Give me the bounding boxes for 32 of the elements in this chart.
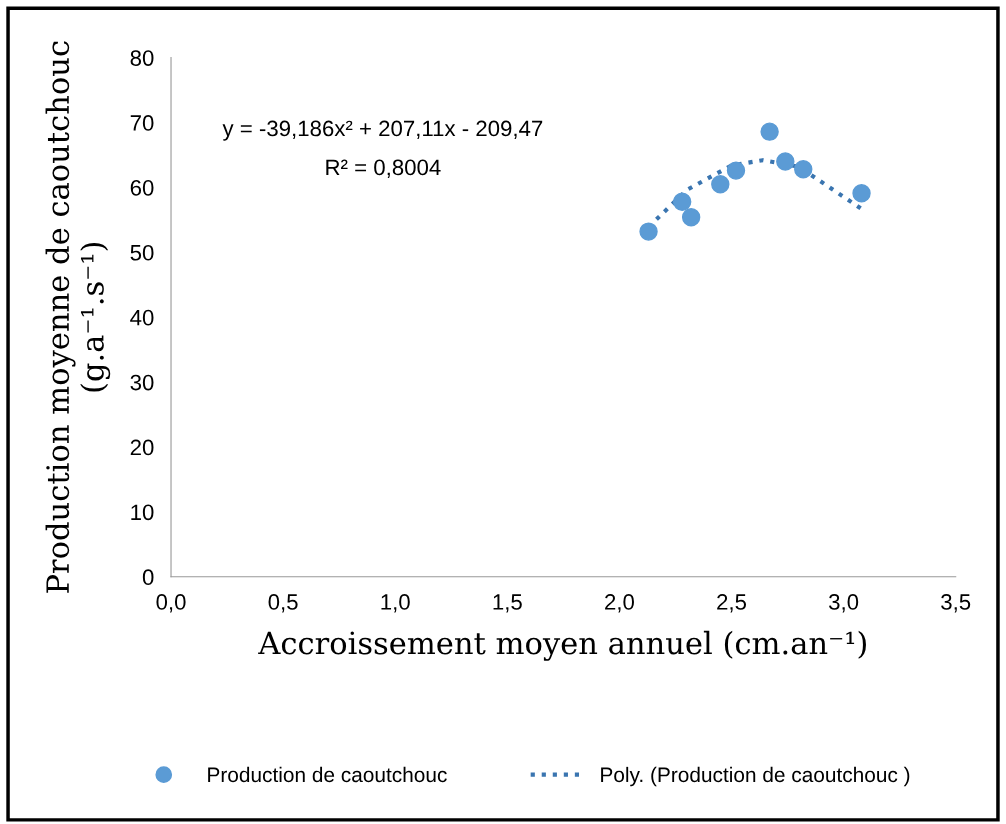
x-tick-label: 3,0: [829, 594, 859, 613]
x-tick-label: 1,0: [381, 594, 410, 613]
x-axis-title: Accroissement moyen annuel (cm.an⁻¹): [258, 630, 866, 661]
point: [852, 184, 871, 203]
legend-label: Poly. (Production de caoutchouc ): [601, 766, 910, 787]
annotation: y = -39,186x² + 207,11x - 209,47: [222, 120, 543, 141]
point: [760, 122, 779, 141]
point: [681, 208, 701, 227]
x-tick-label: 1,5: [493, 594, 522, 613]
annotation: R² = 0,8004: [326, 159, 441, 178]
y-tick-label: 30: [130, 374, 154, 391]
y-tick-label: 70: [130, 115, 154, 131]
point: [711, 175, 730, 194]
y-tick-label: 40: [130, 309, 154, 326]
y-tick-label: 60: [130, 179, 154, 196]
y-tick-label: 50: [130, 244, 154, 261]
point: [776, 152, 795, 171]
y-tick-label: 80: [130, 50, 154, 66]
x-tick-label: 2,0: [605, 594, 634, 613]
legend-label: Production de caoutchouc: [208, 766, 447, 783]
point: [794, 160, 813, 179]
x-tick-label: 0,5: [268, 594, 298, 613]
point: [639, 222, 658, 241]
y-tick-label: 0: [142, 569, 154, 586]
y-axis-title: Production moyenne de caoutchouc (g.a⁻¹.s⁻¹): [45, 41, 111, 593]
y-tick-label: 10: [131, 504, 154, 521]
point: [726, 161, 746, 180]
y-tick-label: 20: [130, 439, 154, 456]
x-tick-label: 2,5: [717, 594, 747, 613]
x-tick-label: 3,5: [941, 594, 971, 613]
x-tick-label: 0,0: [156, 594, 186, 613]
point: [672, 192, 692, 211]
